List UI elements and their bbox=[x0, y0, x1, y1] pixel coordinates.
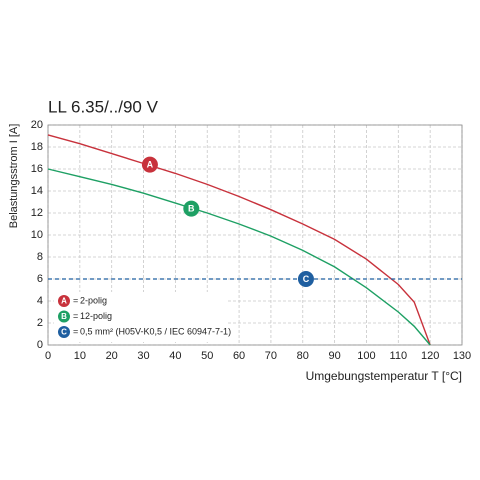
curve-marker bbox=[297, 271, 314, 287]
y-tick-label: 18 bbox=[31, 141, 43, 153]
legend-marker-label: B bbox=[61, 312, 67, 321]
legend-eq: = bbox=[73, 326, 78, 336]
y-tick-label: 8 bbox=[37, 251, 43, 263]
x-tick-label: 70 bbox=[265, 350, 277, 362]
x-tick-label: 20 bbox=[106, 350, 118, 362]
y-tick-label: 14 bbox=[31, 185, 43, 197]
curve-marker bbox=[183, 200, 200, 217]
x-tick-label: 50 bbox=[201, 350, 213, 362]
x-tick-label: 80 bbox=[297, 350, 309, 362]
y-tick-label: 4 bbox=[37, 295, 43, 307]
curve-marker-label: A bbox=[147, 159, 154, 169]
legend-eq: = bbox=[73, 295, 78, 305]
legend-marker bbox=[58, 310, 70, 323]
curve-marker-label: C bbox=[303, 274, 310, 284]
legend-marker bbox=[58, 326, 70, 338]
y-tick-label: 2 bbox=[37, 317, 43, 329]
chart-title: LL 6.35/../90 V bbox=[48, 97, 159, 116]
plot-frame bbox=[47, 124, 463, 346]
x-tick-label: 60 bbox=[233, 350, 245, 362]
series-line bbox=[47, 168, 431, 346]
legend-marker-label: C bbox=[61, 328, 67, 337]
x-tick-label: 40 bbox=[169, 350, 181, 362]
legend-marker bbox=[58, 295, 70, 307]
legend-label: 2-polig bbox=[80, 295, 107, 305]
curve-marker-label: B bbox=[188, 203, 195, 213]
x-tick-label: 110 bbox=[390, 350, 408, 362]
y-tick-label: 6 bbox=[37, 273, 43, 285]
y-tick-label: 0 bbox=[37, 339, 43, 351]
legend-label: 12-polig bbox=[80, 311, 112, 321]
legend-marker-label: A bbox=[61, 297, 67, 306]
x-tick-label: 0 bbox=[45, 350, 51, 362]
series-line bbox=[47, 134, 431, 346]
x-tick-label: 30 bbox=[137, 350, 149, 362]
x-tick-label: 90 bbox=[328, 350, 340, 362]
legend-label: 0,5 mm² (H05V-K0,5 / IEC 60947-7-1) bbox=[80, 326, 231, 336]
x-axis-label: Umgebungstemperatur T [°C] bbox=[306, 369, 462, 383]
x-tick-label: 130 bbox=[453, 350, 471, 362]
y-tick-label: 12 bbox=[31, 207, 43, 219]
x-tick-label: 120 bbox=[421, 350, 439, 362]
legend-box bbox=[54, 292, 226, 342]
x-tick-label: 10 bbox=[74, 350, 86, 362]
y-tick-label: 20 bbox=[31, 119, 43, 131]
curve-marker bbox=[141, 156, 158, 173]
y-tick-label: 10 bbox=[31, 229, 43, 241]
y-tick-label: 16 bbox=[31, 163, 43, 175]
y-axis-label: Belastungsstrom I [A] bbox=[8, 124, 20, 229]
x-tick-label: 100 bbox=[357, 350, 375, 362]
legend-eq: = bbox=[73, 311, 78, 321]
